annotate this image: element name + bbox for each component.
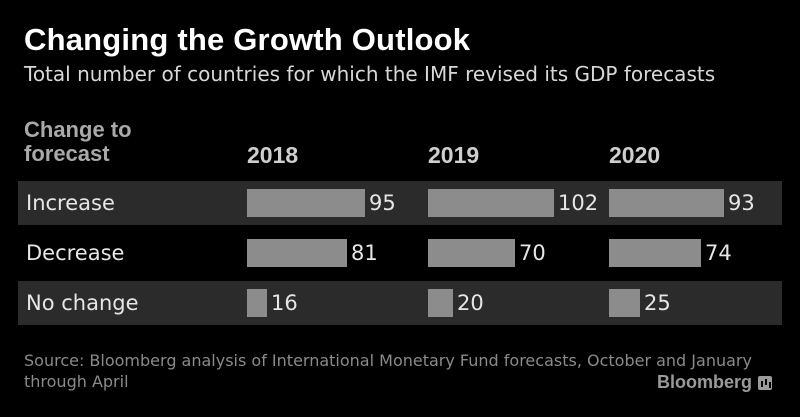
brand-name: Bloomberg <box>656 372 752 392</box>
year-header-2019: 2019 <box>428 142 480 168</box>
row-label: No change <box>26 291 139 315</box>
row-label: Increase <box>26 191 115 215</box>
data-label: 20 <box>457 291 484 315</box>
source-note: Source: Bloomberg analysis of Internatio… <box>24 351 752 391</box>
bar-2018 <box>247 189 365 217</box>
bar-2018 <box>247 289 267 317</box>
bloomberg-logo: Bloomberg <box>657 372 772 393</box>
bar-2019 <box>428 289 453 317</box>
chart-title: Changing the Growth Outlook <box>24 22 471 57</box>
year-header-2020: 2020 <box>609 142 661 168</box>
bar-2020 <box>609 289 640 317</box>
row-label: Decrease <box>26 241 125 265</box>
data-label: 25 <box>644 291 671 315</box>
table-row: No change 16 20 25 <box>18 281 782 325</box>
data-label: 70 <box>519 241 546 265</box>
bar-2020 <box>609 239 701 267</box>
data-label: 81 <box>351 241 378 265</box>
bar-2020 <box>609 189 724 217</box>
bar-2019 <box>428 189 554 217</box>
table-row: Increase 95 102 93 <box>18 181 782 225</box>
data-label: 93 <box>728 191 755 215</box>
chart-subtitle: Total number of countries for which the … <box>24 62 716 86</box>
bar-2019 <box>428 239 515 267</box>
data-label: 102 <box>558 191 599 215</box>
year-header-2018: 2018 <box>247 142 299 168</box>
bloomberg-chart-icon <box>758 375 772 390</box>
bar-2018 <box>247 239 347 267</box>
table-row: Decrease 81 70 74 <box>18 231 782 275</box>
data-label: 74 <box>705 241 732 265</box>
data-label: 16 <box>271 291 298 315</box>
data-label: 95 <box>369 191 396 215</box>
row-header-label: Change to forecast <box>24 117 132 166</box>
